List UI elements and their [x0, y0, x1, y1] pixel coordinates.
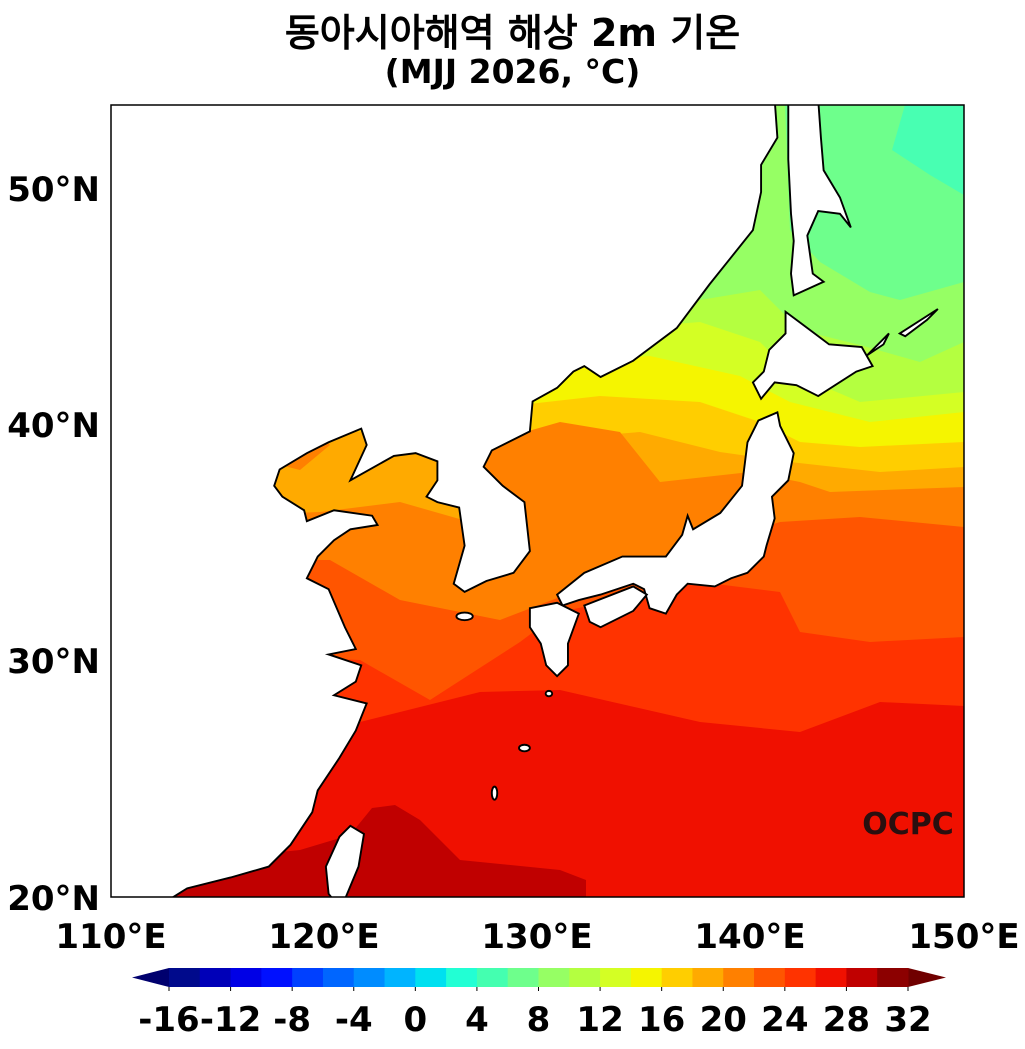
lon-tick-label: 120°E — [268, 917, 379, 957]
sakhalin — [787, 105, 852, 297]
colorbar-tick-label: -8 — [273, 1000, 311, 1040]
colorbar-bin — [199, 968, 232, 987]
lat-tick-label: 20°N — [7, 879, 100, 919]
colorbar-over-extend — [908, 968, 946, 987]
colorbar-tick-label: 20 — [700, 1000, 747, 1040]
colorbar-bin — [661, 968, 693, 987]
jeju-island — [455, 611, 474, 622]
colorbar-bin — [230, 968, 262, 987]
colorbar-bin — [569, 968, 601, 987]
colorbar-bin — [692, 968, 724, 987]
temperature-field: OCPC — [111, 105, 964, 897]
island — [518, 743, 531, 753]
shikoku — [583, 585, 649, 629]
hokkaido — [751, 309, 875, 401]
honshu — [555, 411, 795, 615]
colorbar-bin — [446, 968, 478, 987]
colorbar-bin — [507, 968, 539, 987]
lon-tick-label: 130°E — [481, 917, 592, 957]
taiwan — [324, 824, 366, 897]
lat-axis: 50°N 40°N 30°N 20°N — [7, 170, 100, 919]
colorbar-bin — [322, 968, 355, 987]
colorbar-bin — [476, 968, 509, 987]
colorbar-bin — [815, 968, 847, 987]
colorbar-bin — [754, 968, 786, 987]
asia-continent — [111, 105, 779, 897]
lat-tick-label: 50°N — [7, 170, 100, 210]
band-4-6 — [892, 105, 964, 195]
colorbar-tick-label: 8 — [527, 1000, 551, 1040]
colorbar: -16 -12 -8 -4 0 4 8 12 16 20 24 28 32 — [132, 968, 946, 1040]
colorbar-tick-label: 0 — [403, 1000, 427, 1040]
colorbar-tick-label: 32 — [884, 1000, 931, 1040]
colorbar-tick-label: -16 — [138, 1000, 199, 1040]
kuril-islands — [897, 308, 939, 338]
colorbar-tick-label: 28 — [823, 1000, 870, 1040]
colorbar-bin — [877, 968, 909, 987]
colorbar-bin — [384, 968, 416, 987]
island — [490, 785, 499, 801]
lat-tick-label: 30°N — [7, 642, 100, 682]
lon-tick-label: 140°E — [694, 917, 805, 957]
land-masses — [111, 105, 939, 897]
lat-tick-label: 40°N — [7, 406, 100, 446]
colorbar-tick-label: 24 — [761, 1000, 808, 1040]
plot-frame — [110, 104, 965, 898]
map-title: 동아시아해역 해상 2m 기온 — [284, 11, 741, 55]
colorbar-bin — [723, 968, 755, 987]
colorbar-bin — [600, 968, 632, 987]
colorbar-bin — [292, 968, 324, 987]
colorbar-tick-label: 4 — [465, 1000, 489, 1040]
colorbar-bin — [538, 968, 570, 987]
lon-tick-label: 110°E — [55, 917, 166, 957]
lon-axis: 110°E 120°E 130°E 140°E 150°E — [55, 917, 1019, 957]
colorbar-bin — [169, 968, 201, 987]
map-subtitle: (MJJ 2026, °C) — [384, 52, 641, 91]
kyushu — [528, 601, 581, 678]
colorbar-tick-label: 16 — [638, 1000, 685, 1040]
colorbar-bin — [784, 968, 817, 987]
lon-tick-label: 150°E — [908, 917, 1019, 957]
colorbar-tick-label: -4 — [335, 1000, 373, 1040]
ocpc-logo: OCPC — [862, 807, 954, 842]
colorbar-bin — [261, 968, 293, 987]
colorbar-bin — [353, 968, 386, 987]
colorbar-bin — [630, 968, 663, 987]
colorbar-tick-label: -12 — [200, 1000, 261, 1040]
kuril-islands-2 — [866, 332, 890, 357]
colorbar-under-extend — [132, 968, 169, 987]
colorbar-tick-label: 12 — [576, 1000, 623, 1040]
colorbar-bin — [415, 968, 447, 987]
island — [544, 689, 554, 698]
colorbar-bin — [846, 968, 878, 987]
